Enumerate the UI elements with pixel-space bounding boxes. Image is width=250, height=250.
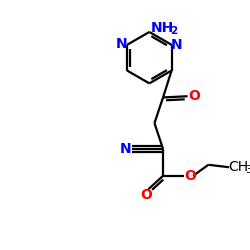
Text: O: O bbox=[188, 89, 200, 103]
Text: 2: 2 bbox=[170, 26, 177, 36]
Text: O: O bbox=[184, 169, 196, 183]
Text: N: N bbox=[171, 38, 183, 52]
Text: N: N bbox=[120, 142, 132, 156]
Text: NH: NH bbox=[151, 21, 174, 35]
Text: N: N bbox=[116, 37, 128, 51]
Text: CH: CH bbox=[228, 160, 248, 174]
Text: 3: 3 bbox=[245, 165, 250, 175]
Text: O: O bbox=[140, 188, 152, 202]
